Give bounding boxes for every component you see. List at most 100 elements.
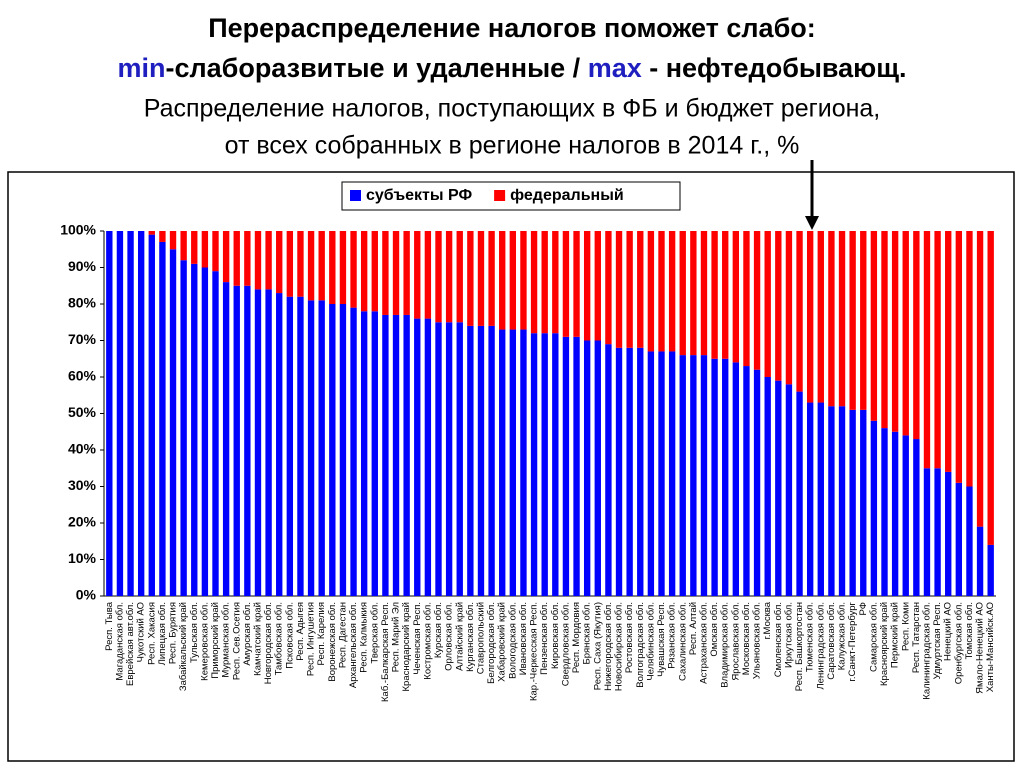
bar-segment	[753, 369, 761, 596]
x-tick-label: Воронежская обл.	[327, 602, 338, 682]
bar-segment	[445, 231, 453, 323]
x-tick-label: Калининградская обл.	[921, 602, 932, 700]
y-tick-label: 70%	[68, 331, 97, 347]
bar-segment	[615, 231, 623, 348]
bar-segment	[881, 428, 888, 596]
bar-segment	[860, 409, 867, 596]
bar-segment	[934, 231, 941, 469]
x-tick-label: Сахалинская обл.	[677, 602, 688, 681]
bar-segment	[690, 231, 697, 356]
x-tick-label: Вологодская обл.	[507, 602, 518, 679]
x-tick-label: Псковская обл.	[284, 602, 295, 669]
x-tick-label: Ямало-Ненецкий АО	[975, 602, 986, 694]
bar-segment	[191, 231, 198, 264]
bar-segment	[169, 249, 177, 596]
legend-label: федеральный	[510, 187, 624, 204]
bar-segment	[222, 282, 230, 596]
bar-segment	[562, 336, 570, 596]
bar-segment	[477, 325, 485, 596]
x-tick-label: Каб.-Балкарская Респ.	[380, 602, 391, 702]
bar-segment	[403, 314, 410, 596]
x-tick-label: Ивановская обл.	[518, 602, 529, 675]
bar-segment	[637, 347, 644, 596]
x-tick-label: Краснодарский край	[401, 602, 412, 691]
bar-segment	[849, 231, 856, 410]
x-tick-label: Забайкальский край	[178, 602, 189, 691]
bar-segment	[530, 333, 538, 596]
bar-segment	[583, 340, 591, 596]
bar-segment	[360, 311, 368, 596]
bar-segment	[594, 231, 601, 341]
bar-segment	[201, 231, 209, 268]
x-tick-label: Магаданская обл.	[114, 602, 125, 681]
legend-swatch	[350, 190, 361, 201]
x-tick-label: Чеченская Респ.	[412, 602, 423, 675]
bar-segment	[254, 289, 262, 596]
bar-segment	[403, 231, 410, 315]
bar-segment	[116, 231, 124, 596]
bar-segment	[891, 231, 899, 432]
bar-segment	[987, 544, 994, 596]
legend-swatch	[494, 190, 506, 201]
x-tick-label: Кемеровская обл.	[199, 602, 210, 681]
bar-segment	[849, 409, 856, 596]
bar-segment	[605, 231, 612, 345]
bar-segment	[159, 241, 166, 596]
bar-segment	[339, 304, 347, 596]
bar-segment	[891, 431, 899, 596]
bar-segment	[318, 231, 325, 301]
bar-segment	[722, 358, 729, 596]
bar-segment	[509, 329, 517, 596]
x-tick-label: Респ. Марий Эл	[391, 602, 402, 672]
bar-segment	[785, 384, 793, 596]
x-tick-label: Респ. Ингушетия	[306, 602, 317, 676]
x-tick-label: Респ. Карелия	[316, 602, 327, 665]
bar-segment	[520, 231, 527, 330]
x-tick-label: Белгородская обл.	[486, 602, 497, 684]
bar-segment	[169, 231, 177, 250]
x-tick-label: Ханты-Мансийск.АО	[985, 602, 996, 692]
bar-segment	[477, 231, 485, 326]
bar-segment	[244, 285, 251, 596]
bar-segment	[647, 231, 655, 352]
x-tick-label: Калужская обл.	[837, 602, 848, 670]
bar-segment	[148, 234, 155, 596]
bar-segment	[583, 231, 591, 341]
title-part: max	[588, 53, 642, 83]
bar-segment	[881, 231, 888, 429]
x-tick-label: Амурская обл.	[242, 602, 253, 666]
bar-segment	[806, 402, 814, 596]
bar-segment	[233, 285, 240, 596]
bar-segment	[424, 318, 432, 596]
x-tick-label: Респ. Сев.Осетия	[231, 602, 242, 680]
chart-subtitle: Распределение налогов, поступающих в ФБ …	[144, 95, 881, 123]
bar-segment	[307, 231, 315, 301]
chart-title: Перераспределение налогов поможет слабо:	[208, 13, 815, 43]
legend-label: субъекты РФ	[366, 187, 472, 204]
bar-segment	[753, 231, 761, 370]
bar-segment	[339, 231, 347, 304]
bar-segment	[902, 435, 909, 596]
y-tick-label: 60%	[68, 368, 97, 384]
x-tick-label: Еврейская авт.обл.	[125, 602, 136, 686]
bar-segment	[265, 231, 272, 290]
title-part: -слаборазвитые и удаленные /	[165, 53, 587, 83]
bar-segment	[392, 314, 400, 596]
bar-segment	[265, 289, 272, 596]
bar-segment	[520, 329, 527, 596]
bar-segment	[456, 231, 463, 323]
bar-segment	[329, 304, 336, 596]
x-tick-label: Мурманская обл.	[221, 602, 232, 678]
x-tick-label: Волгоградская обл.	[635, 602, 646, 688]
bar-segment	[307, 300, 315, 596]
x-tick-label: Респ. Башкортостан	[794, 602, 805, 691]
bar-segment	[743, 231, 750, 367]
bar-segment	[445, 322, 453, 596]
bar-segment	[817, 231, 824, 403]
bar-segment	[934, 468, 941, 596]
x-tick-label: Алтайский край	[454, 602, 465, 671]
bar-segment	[222, 231, 230, 283]
bar-segment	[488, 231, 495, 326]
x-tick-label: Новгородская обл.	[263, 602, 274, 684]
bar-segment	[732, 362, 740, 596]
